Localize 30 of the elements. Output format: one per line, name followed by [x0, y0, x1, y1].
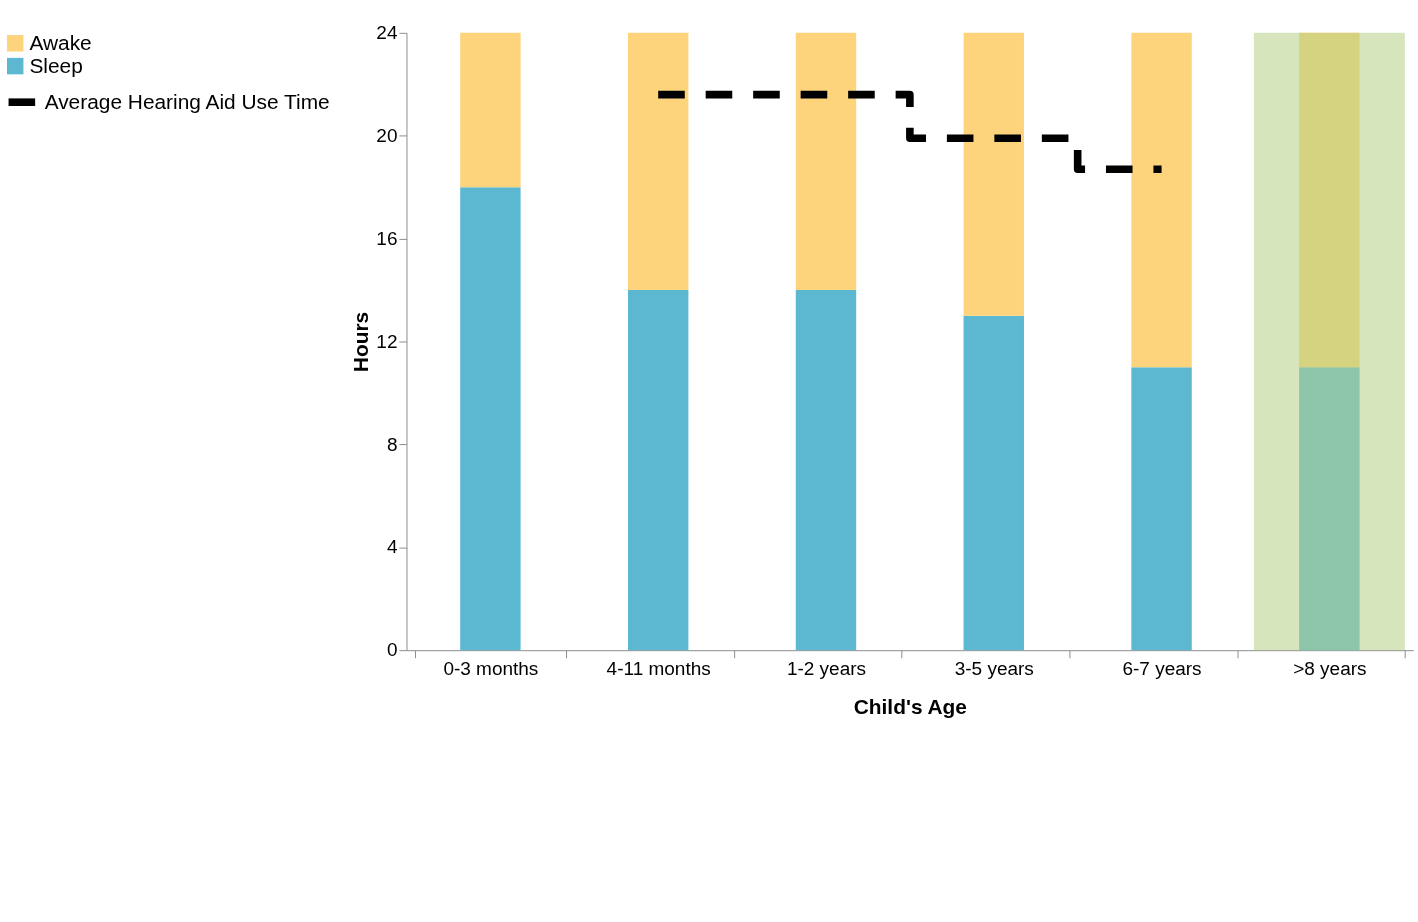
- x-tick-label: 0-3 months: [443, 658, 539, 680]
- x-tick-label: 6-7 years: [1122, 658, 1202, 680]
- bar: [1299, 367, 1360, 651]
- bar: [1131, 32, 1192, 368]
- y-tick-label: 4: [386, 536, 398, 558]
- y-tick-label: 0: [386, 639, 398, 661]
- bar: [1131, 367, 1192, 651]
- x-tick-label: 4-11 months: [606, 658, 711, 680]
- y-tick-label: 12: [376, 330, 398, 352]
- legend-label: Average Hearing Aid Use Time: [44, 89, 330, 113]
- legend-label: Awake: [29, 30, 92, 54]
- y-tick-label: 20: [376, 124, 398, 146]
- bar: [963, 32, 1024, 316]
- bar: [627, 32, 689, 291]
- x-axis-title: Child's Age: [853, 695, 967, 719]
- bar: [795, 32, 857, 291]
- bar: [627, 290, 689, 651]
- bar: [460, 32, 521, 188]
- x-tick-label: >8 years: [1293, 658, 1367, 680]
- y-axis-title: Hours: [348, 311, 372, 373]
- bar: [460, 187, 521, 651]
- bar: [1299, 32, 1360, 368]
- bar: [963, 315, 1024, 651]
- y-tick-label: 16: [376, 227, 398, 249]
- legend-label: Sleep: [29, 53, 83, 77]
- bar: [795, 290, 857, 651]
- x-tick-label: 1-2 years: [786, 658, 867, 680]
- x-tick-label: 3-5 years: [954, 658, 1034, 680]
- y-tick-label: 8: [386, 433, 398, 455]
- y-tick-label: 24: [376, 22, 398, 44]
